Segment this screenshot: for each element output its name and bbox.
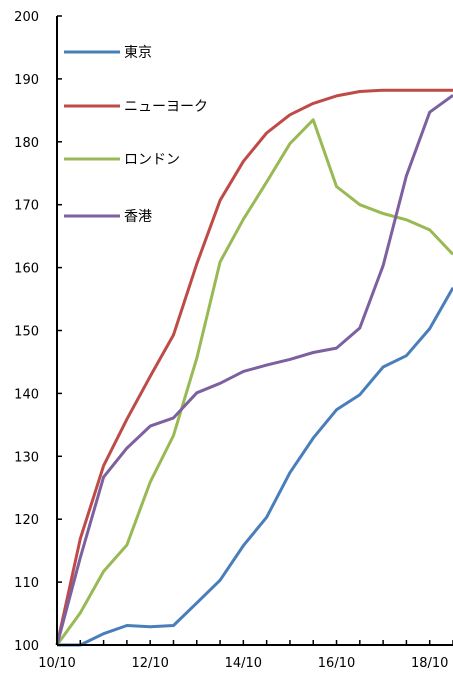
legend-label-3: 香港 [124, 209, 152, 225]
axes-layer: 100 110 120 130 140 150 160 170 180 190 200 10/10 12… [14, 10, 453, 671]
series-layer [55, 88, 453, 647]
y-tick-label: 180 [14, 136, 39, 151]
y-tick-label: 120 [14, 513, 39, 528]
series-line-3 [55, 94, 453, 646]
series-line-2 [55, 118, 453, 646]
y-tick-label: 100 [14, 639, 39, 654]
legend-label-2: ロンドン [124, 152, 180, 168]
x-tick-label: 12/10 [131, 656, 168, 671]
x-tick-label: 14/10 [225, 656, 262, 671]
legend-label-0: 東京 [124, 45, 152, 61]
series-line-1 [55, 88, 453, 646]
y-tick-label: 190 [14, 73, 39, 88]
y-tick-label: 150 [14, 325, 39, 340]
series-line-0 [57, 286, 453, 647]
y-tick-label: 200 [14, 10, 39, 25]
x-tick-label: 16/10 [318, 656, 355, 671]
x-tick-label: 18/10 [411, 656, 448, 671]
y-tick-label: 130 [14, 450, 39, 465]
y-tick-label: 170 [14, 199, 39, 214]
y-tick-label: 110 [14, 576, 39, 591]
y-tick-label: 160 [14, 262, 39, 277]
legend-label-1: ニューヨーク [124, 99, 208, 115]
x-tick-label: 10/10 [38, 656, 75, 671]
y-tick-label: 140 [14, 387, 39, 402]
